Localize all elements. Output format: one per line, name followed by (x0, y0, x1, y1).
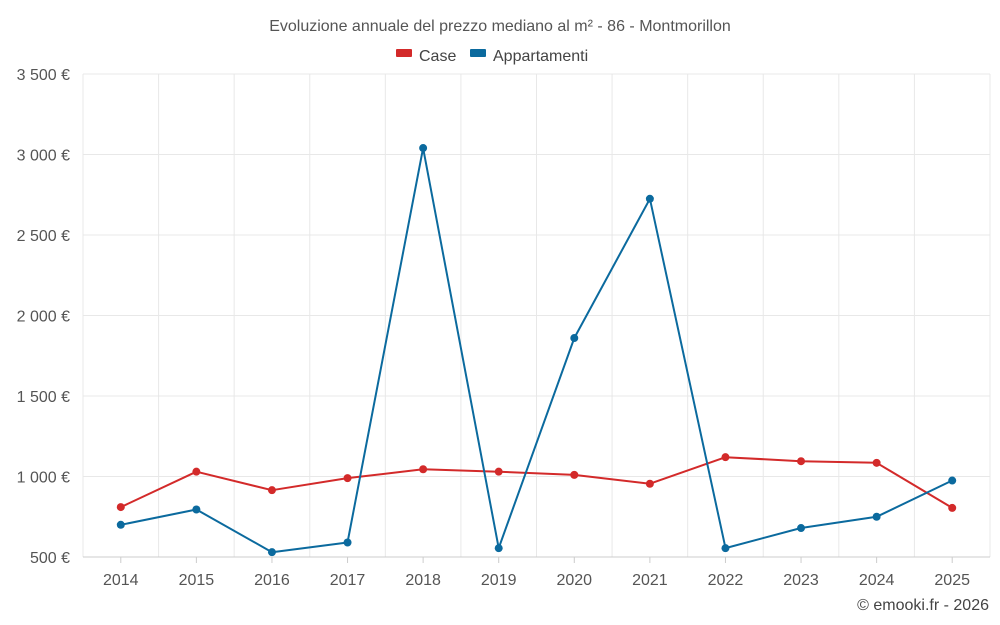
legend-item-case[interactable]: Case (396, 48, 456, 65)
x-tick-label: 2025 (934, 572, 970, 589)
data-point-case[interactable] (192, 467, 201, 476)
x-tick-label: 2024 (859, 572, 895, 589)
series-line-case (120, 456, 953, 509)
x-tick-label: 2022 (708, 572, 744, 589)
legend-swatch-appartamenti (470, 49, 486, 57)
y-tick-label: 3 500 € (17, 67, 70, 84)
data-point-appartamenti[interactable] (343, 538, 352, 547)
data-point-appartamenti[interactable] (192, 505, 201, 514)
series-line-appartamenti (120, 147, 953, 554)
x-tick-label: 2021 (632, 572, 668, 589)
chart-title: Evoluzione annuale del prezzo mediano al… (269, 18, 731, 35)
series-group (116, 144, 957, 557)
data-point-case[interactable] (948, 503, 957, 512)
data-point-appartamenti[interactable] (419, 144, 428, 153)
data-point-case[interactable] (721, 453, 730, 462)
data-point-appartamenti[interactable] (797, 524, 806, 533)
gridlines (82, 73, 991, 557)
legend-swatch-case (396, 49, 412, 57)
credit-text: © emooki.fr - 2026 (857, 597, 989, 614)
data-point-appartamenti[interactable] (267, 548, 276, 557)
data-point-case[interactable] (494, 467, 503, 476)
y-tick-label: 2 000 € (17, 309, 70, 326)
data-point-appartamenti[interactable] (116, 520, 125, 529)
data-point-case[interactable] (797, 457, 806, 466)
legend-label-case: Case (419, 48, 456, 65)
x-tick-label: 2019 (481, 572, 517, 589)
data-point-appartamenti[interactable] (872, 512, 881, 521)
legend-label-appartamenti: Appartamenti (493, 48, 588, 65)
y-tick-label: 2 500 € (17, 228, 70, 245)
x-tick-label: 2015 (179, 572, 215, 589)
data-point-case[interactable] (570, 470, 579, 479)
data-point-case[interactable] (267, 486, 276, 495)
y-tick-label: 500 € (30, 550, 70, 567)
y-tick-label: 3 000 € (17, 148, 70, 165)
legend: Case Appartamenti (396, 48, 588, 65)
x-axis: 2014 2015 2016 2017 2018 2019 2020 2021 2022 2023… (83, 556, 990, 589)
x-tick-label: 2020 (556, 572, 592, 589)
data-point-appartamenti[interactable] (948, 476, 957, 485)
data-point-case[interactable] (116, 503, 125, 512)
x-tick-label: 2023 (783, 572, 819, 589)
x-tick-label: 2018 (405, 572, 441, 589)
x-tick-label: 2017 (330, 572, 366, 589)
data-point-case[interactable] (419, 465, 428, 474)
y-axis: 500 € 1 000 € 1 500 € 2 000 € 2 500 € 3 000 €… (17, 67, 70, 567)
y-tick-label: 1 500 € (17, 389, 70, 406)
data-point-case[interactable] (872, 458, 881, 467)
data-point-case[interactable] (645, 479, 654, 488)
x-tick-label: 2014 (103, 572, 139, 589)
data-point-appartamenti[interactable] (721, 544, 730, 553)
data-point-appartamenti[interactable] (645, 194, 654, 203)
x-tick-label: 2016 (254, 572, 290, 589)
legend-item-appartamenti[interactable]: Appartamenti (470, 48, 588, 65)
data-point-appartamenti[interactable] (494, 544, 503, 553)
data-point-appartamenti[interactable] (570, 334, 579, 343)
y-tick-label: 1 000 € (17, 470, 70, 487)
data-point-case[interactable] (343, 474, 352, 483)
